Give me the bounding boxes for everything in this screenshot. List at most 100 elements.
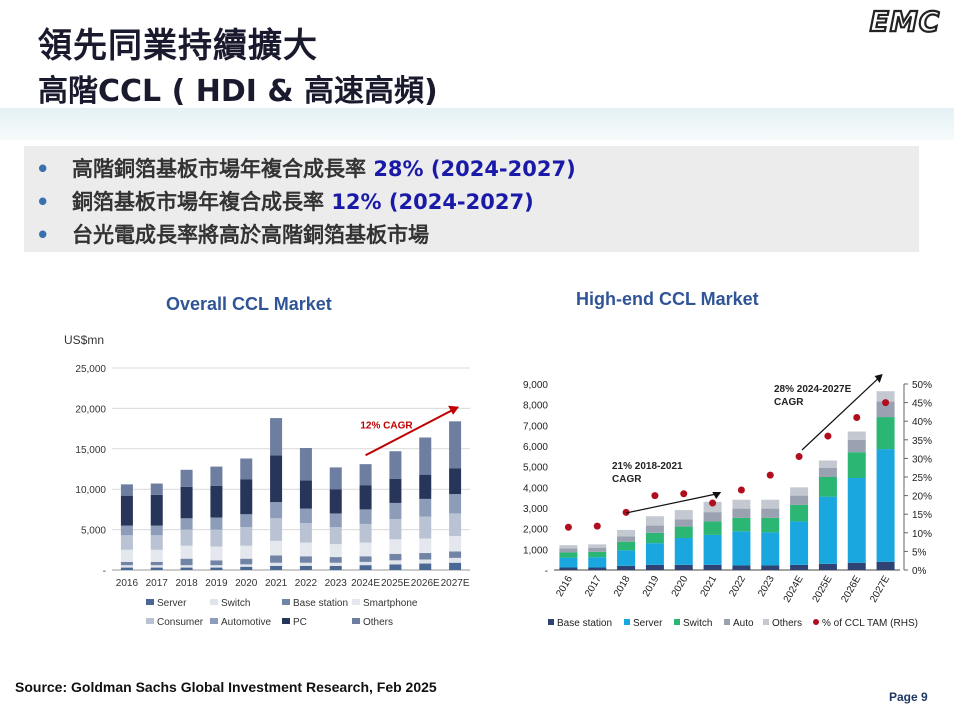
bar-segment-smartphone xyxy=(180,545,193,559)
bar-segment-consumer xyxy=(389,519,402,540)
bar-segment-smartphone xyxy=(210,546,223,561)
cagr-arrow xyxy=(801,377,880,451)
bar-segment-base-station xyxy=(359,556,372,562)
bar-segment-base-station xyxy=(210,560,223,566)
bar-segment-auto xyxy=(876,401,895,418)
y2-tick-label: 10% xyxy=(912,529,932,540)
bar-segment-others xyxy=(876,391,895,402)
bar-segment-base-station xyxy=(876,561,895,570)
legend-label: Automotive xyxy=(221,617,271,628)
legend-label: Base station xyxy=(557,618,612,629)
bar-segment-base-station xyxy=(761,565,780,570)
bar-segment-pc xyxy=(240,479,253,515)
bar-segment-base-station xyxy=(180,558,193,566)
bar-segment-base-station xyxy=(559,567,578,570)
legend-label: Base station xyxy=(293,598,348,609)
bar-segment-server xyxy=(270,565,283,570)
highend-chart-title: High-end CCL Market xyxy=(576,289,759,309)
cagr-arrow xyxy=(365,408,454,457)
bar-segment-server xyxy=(847,478,866,563)
y-tick-label: 6,000 xyxy=(523,442,548,453)
bullet-text: 銅箔基板市場年複合成長率 xyxy=(72,190,332,214)
legend-swatch xyxy=(146,599,154,605)
bar-segment-auto xyxy=(645,525,664,533)
header-gradient-band xyxy=(0,108,954,140)
bar-segment-switch xyxy=(359,561,372,566)
bar-segment-base-station xyxy=(703,564,722,570)
bar-segment-switch xyxy=(270,562,283,566)
bar-segment-automotive xyxy=(389,502,402,520)
bar-segment-base-station xyxy=(617,565,636,570)
bar-segment-switch xyxy=(299,562,312,566)
cagr-arrowhead xyxy=(874,374,883,383)
bar-segment-switch xyxy=(790,504,809,522)
bar-segment-automotive xyxy=(419,498,432,517)
bar-segment-smartphone xyxy=(120,549,133,562)
bar-segment-base-station xyxy=(120,561,133,566)
bar-segment-base-station xyxy=(389,553,402,561)
bar-segment-switch xyxy=(419,559,432,564)
bar-segment-consumer xyxy=(210,529,223,547)
legend-swatch xyxy=(724,619,730,625)
bar-segment-automotive xyxy=(270,502,283,519)
bar-segment-switch xyxy=(703,521,722,535)
bar-segment-auto xyxy=(761,508,780,518)
bar-segment-pc xyxy=(419,474,432,499)
legend-swatch xyxy=(352,599,360,605)
x-tick-label: 2022 xyxy=(295,578,318,589)
bar-segment-server xyxy=(645,543,664,565)
bar-segment-consumer xyxy=(180,529,193,546)
bar-segment-switch xyxy=(150,565,163,568)
bar-segment-pc xyxy=(180,486,193,519)
bar-segment-server xyxy=(449,562,462,570)
bar-segment-server xyxy=(732,531,751,566)
bar-segment-automotive xyxy=(240,514,253,528)
bar-segment-base-station xyxy=(645,564,664,570)
bar-segment-server xyxy=(359,565,372,570)
bar-segment-switch xyxy=(674,526,693,538)
bar-segment-server xyxy=(180,567,193,570)
bar-segment-pc xyxy=(449,468,462,495)
bullet-list: • 高階銅箔基板市場年複合成長率 28% (2024-2027) • 銅箔基板市場年… xyxy=(24,146,919,252)
bar-segment-others xyxy=(732,499,751,509)
bullet-highlight: 28% (2024-2027) xyxy=(373,157,576,181)
bar-segment-others xyxy=(240,458,253,480)
x-tick-label: 2023 xyxy=(325,578,348,589)
bar-segment-others xyxy=(180,469,193,487)
bar-segment-others xyxy=(210,466,223,486)
bar-segment-smartphone xyxy=(329,544,342,558)
tam-share-point xyxy=(882,399,890,407)
bar-segment-switch xyxy=(449,557,462,563)
bar-segment-base-station xyxy=(588,567,607,570)
tam-share-point xyxy=(593,522,601,530)
y2-tick-label: 20% xyxy=(912,492,932,503)
bar-segment-consumer xyxy=(270,518,283,541)
bar-segment-auto xyxy=(588,547,607,552)
y-tick-label: 25,000 xyxy=(75,364,106,375)
bullet-text: 台光電成長率將高於高階銅箔基板市場 xyxy=(72,223,429,247)
bar-segment-base-station xyxy=(419,553,432,560)
page-title: 領先同業持續擴大 xyxy=(38,26,318,66)
bar-segment-pc xyxy=(359,485,372,510)
bar-segment-server xyxy=(790,521,809,565)
bar-segment-pc xyxy=(329,489,342,514)
y-axis-label: US$mn xyxy=(64,333,104,347)
overall-ccl-chart: US$mn - 5,000 10,000 15,000 20,000 25,000 2016 2… xyxy=(64,333,470,628)
bar-segment-consumer xyxy=(329,527,342,545)
bar-segment-auto xyxy=(818,467,837,477)
bar-segment-base-station xyxy=(150,561,163,566)
bar-segment-smartphone xyxy=(270,540,283,556)
y-tick-label: 7,000 xyxy=(523,421,548,432)
cagr-arrowhead xyxy=(448,405,460,415)
bullet-dot: • xyxy=(36,223,50,247)
legend-swatch xyxy=(548,619,554,625)
bar-segment-others xyxy=(389,451,402,479)
x-tick-label: 2027E xyxy=(868,574,892,605)
bullet-item: • 銅箔基板市場年複合成長率 12% (2024-2027) xyxy=(36,186,534,216)
bar-segment-automotive xyxy=(449,494,462,514)
tam-share-point xyxy=(766,471,774,479)
bar-segment-switch xyxy=(180,565,193,568)
x-tick-label: 2017 xyxy=(583,574,604,599)
bar-segment-automotive xyxy=(120,525,133,536)
logo-text: EMC xyxy=(870,6,941,36)
